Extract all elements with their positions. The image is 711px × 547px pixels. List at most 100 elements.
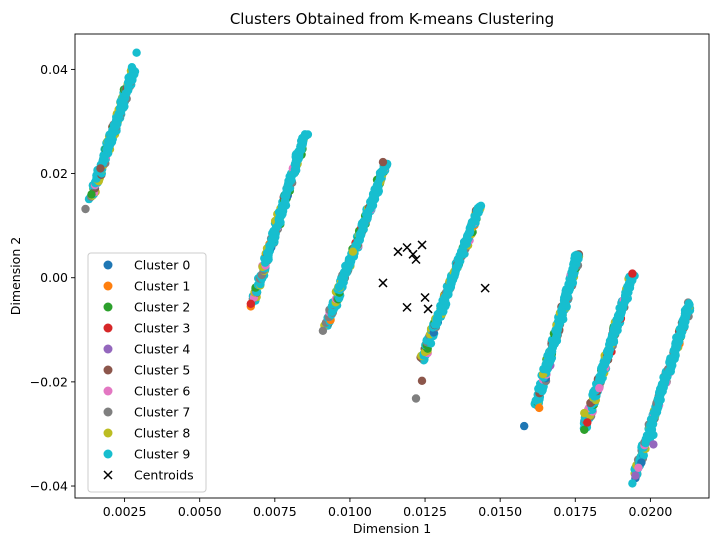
data-point (580, 408, 589, 418)
series-4 (631, 440, 658, 480)
y-tick-label: −0.02 (30, 374, 68, 389)
centroid-marker (402, 302, 412, 312)
legend-marker (103, 407, 113, 417)
legend-entry: Cluster 2 (103, 300, 190, 315)
legend-label: Cluster 5 (134, 363, 190, 378)
x-tick-label: 0.0125 (403, 504, 447, 519)
legend-entry: Cluster 3 (103, 321, 190, 336)
legend-entry: Cluster 8 (103, 426, 190, 441)
legend-entry: Cluster 0 (103, 258, 190, 273)
axes-layer: 0.0025 0.0050 0.0075 0.0100 0.0125 0.0150 0.01… (30, 33, 710, 519)
data-point (417, 376, 427, 385)
y-axis-label: Dimension 2 (8, 237, 23, 315)
legend-marker (103, 260, 113, 270)
centroid-marker (378, 278, 388, 288)
data-point (535, 403, 544, 413)
point-band-3 (416, 201, 486, 365)
legend-label: Centroids (134, 468, 194, 483)
centroid-marker (480, 283, 490, 293)
x-tick-label: 0.0200 (629, 504, 673, 519)
data-point (378, 157, 388, 167)
data-layer (81, 48, 695, 488)
data-point (574, 251, 583, 260)
data-point (128, 64, 137, 73)
data-point (87, 190, 96, 199)
legend-entry: Centroids (103, 468, 194, 483)
data-point (520, 421, 529, 431)
centroid-marker (393, 247, 403, 257)
data-point (649, 440, 658, 449)
data-point (649, 430, 658, 440)
legend-label: Cluster 8 (134, 426, 190, 441)
chart-title: Clusters Obtained from K-means Clusterin… (230, 10, 554, 28)
y-tick-label: 0.00 (40, 270, 68, 285)
data-point (628, 269, 637, 278)
y-tick-label: 0.04 (40, 62, 68, 77)
data-point (318, 326, 328, 335)
legend-entry: Cluster 4 (103, 342, 190, 357)
series-5 (96, 157, 427, 385)
legend-marker (103, 428, 113, 438)
x-tick-label: 0.0050 (178, 504, 222, 519)
point-band-1 (247, 130, 311, 308)
legend-marker (103, 302, 113, 312)
legend-marker (103, 365, 113, 375)
legend-entry: Cluster 1 (103, 279, 190, 294)
data-point (96, 164, 105, 173)
plot-frame (74, 33, 710, 499)
legend-label: Cluster 9 (134, 447, 190, 462)
data-point (583, 418, 592, 427)
legend-entry: Cluster 9 (103, 447, 190, 462)
data-point (631, 471, 640, 480)
x-tick-label: 0.0025 (103, 504, 147, 519)
legend-marker (103, 386, 113, 396)
series-3 (246, 269, 637, 427)
point-band-2 (320, 159, 392, 330)
data-point (474, 204, 484, 214)
series-8 (348, 247, 589, 418)
data-point (246, 299, 255, 308)
legend: Cluster 0 Cluster 1 Cluster 2 Cluster 3 Clus… (87, 252, 207, 493)
x-tick-label: 0.0175 (553, 504, 597, 519)
legend-marker (103, 449, 113, 459)
legend-label: Cluster 6 (134, 384, 190, 399)
data-point (580, 425, 589, 434)
series-7 (81, 204, 421, 403)
data-point (628, 479, 637, 488)
data-point (411, 394, 421, 403)
series-9 (132, 48, 694, 488)
legend-label: Cluster 4 (134, 342, 190, 357)
centroid-marker (411, 254, 421, 265)
y-tick-label: −0.04 (30, 479, 68, 494)
x-tick-label: 0.0100 (328, 504, 372, 519)
legend-marker (103, 344, 113, 354)
data-point (348, 247, 358, 256)
data-point (595, 383, 604, 393)
legend-label: Cluster 1 (134, 279, 190, 294)
data-point (132, 48, 141, 57)
legend-marker (103, 470, 113, 480)
legend-marker (103, 323, 113, 333)
x-axis-label: Dimension 1 (353, 521, 431, 536)
legend-label: Cluster 0 (134, 258, 190, 273)
centroid-marker (408, 249, 418, 259)
legend-label: Cluster 7 (134, 405, 190, 420)
data-point (303, 130, 313, 139)
legend-entry: Cluster 5 (103, 363, 190, 378)
data-point (685, 300, 694, 309)
y-tick-label: 0.02 (40, 166, 68, 181)
centroid-marker (420, 292, 430, 303)
centroids (378, 240, 490, 314)
series-2 (87, 190, 589, 434)
legend-label: Cluster 3 (134, 321, 190, 336)
data-point (634, 463, 643, 472)
legend-box (87, 252, 207, 493)
legend-entry: Cluster 6 (103, 384, 190, 399)
centroid-marker (423, 304, 433, 314)
x-tick-label: 0.0150 (478, 504, 522, 519)
data-point (81, 204, 90, 214)
legend-label: Cluster 2 (134, 300, 190, 315)
legend-entry: Cluster 7 (103, 405, 190, 420)
series-6 (595, 383, 643, 472)
